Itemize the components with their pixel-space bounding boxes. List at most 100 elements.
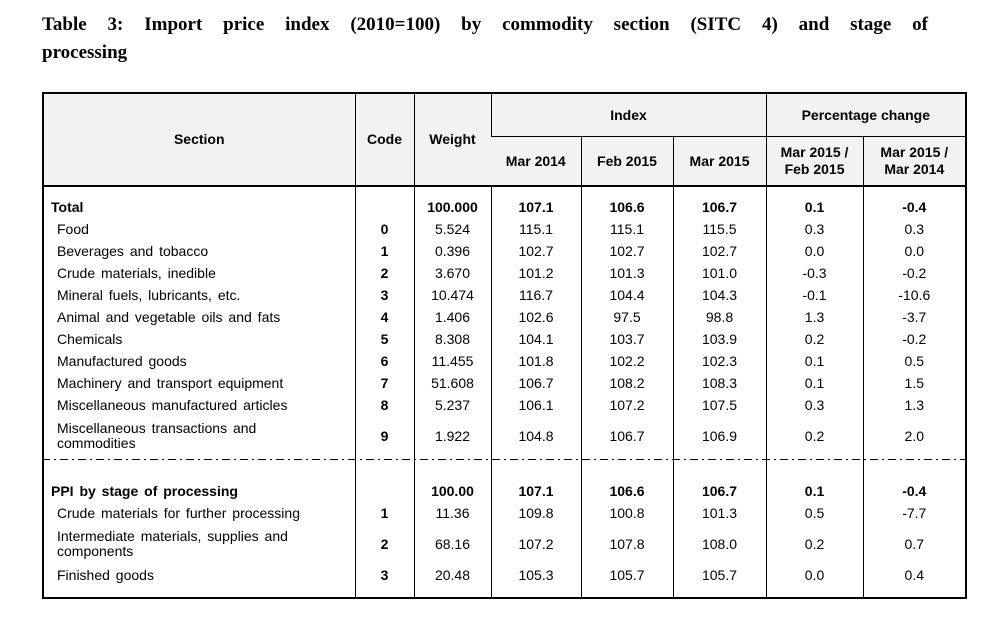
cell-mar2014: 109.8 <box>490 502 581 524</box>
header-section: Section <box>43 93 355 186</box>
spacer-cell <box>765 186 864 196</box>
table-row: PPI by stage of processing 100.00 107.1 106… <box>43 480 967 502</box>
spacer-row <box>43 456 967 464</box>
cell-mar2014: 115.1 <box>490 218 581 240</box>
spacer-cell <box>354 586 414 598</box>
cell-code: 5 <box>354 328 414 350</box>
dash-dot-section-divider <box>42 459 965 460</box>
cell-mar2014: 107.2 <box>490 524 581 564</box>
header-index-group: Index <box>490 93 767 137</box>
cell-section: Manufactured goods <box>57 352 187 369</box>
table-header: Section Code Weight Index Percentage cha… <box>43 93 967 186</box>
cell-section: Mineral fuels, lubricants, etc. <box>57 286 241 303</box>
cell-pct-mar: -0.2 <box>862 262 967 284</box>
cell-mar2014: 104.8 <box>490 416 581 456</box>
cell-mar2015: 101.3 <box>672 502 767 524</box>
table-title-line2: processing <box>42 42 128 63</box>
cell-mar2014: 106.1 <box>490 394 581 416</box>
cell-feb2015: 103.7 <box>580 328 673 350</box>
cell-mar2015: 104.3 <box>672 284 767 306</box>
cell-section: Crude materials for further processing <box>57 504 300 521</box>
cell-pct-mar: 0.5 <box>862 350 967 372</box>
cell-weight: 100.00 <box>413 480 491 502</box>
cell-code: 3 <box>354 284 414 306</box>
table-row: Finished goods 3 20.48 105.3 105.7 105.7 0.0 0.… <box>43 564 967 586</box>
header-row-groups: Section Code Weight Index Percentage cha… <box>43 93 967 186</box>
header-pct-group: Percentage change <box>765 93 967 137</box>
cell-mar2014: 107.1 <box>490 196 581 218</box>
cell-code: 2 <box>354 262 414 284</box>
cell-feb2015: 108.2 <box>580 372 673 394</box>
spacer-cell <box>765 456 864 464</box>
header-code: Code <box>354 93 414 186</box>
cell-feb2015: 101.3 <box>580 262 673 284</box>
cell-section: Machinery and transport equipment <box>57 374 284 391</box>
cell-weight: 68.16 <box>413 524 491 564</box>
spacer-cell <box>490 186 581 196</box>
cell-section: Crude materials, inedible <box>57 264 216 281</box>
cell-code: 8 <box>354 394 414 416</box>
cell-feb2015: 97.5 <box>580 306 673 328</box>
table-row: Machinery and transport equipment 7 51.608… <box>43 372 967 394</box>
cell-section: PPI by stage of processing <box>51 482 238 499</box>
cell-feb2015: 106.6 <box>580 480 673 502</box>
cell-feb2015: 105.7 <box>580 564 673 586</box>
spacer-cell <box>580 186 673 196</box>
cell-mar2014: 102.6 <box>490 306 581 328</box>
cell-weight: 3.670 <box>413 262 491 284</box>
cell-pct-feb: 0.5 <box>765 502 864 524</box>
spacer-cell <box>354 456 414 464</box>
spacer-cell <box>413 186 491 196</box>
cell-pct-mar: 1.3 <box>862 394 967 416</box>
cell-pct-mar: -0.2 <box>862 328 967 350</box>
spacer-cell <box>862 464 967 480</box>
spacer-cell <box>413 586 491 598</box>
cell-section: Intermediate materials, supplies and com… <box>57 528 288 559</box>
cell-pct-feb: -0.1 <box>765 284 864 306</box>
spacer-cell <box>672 456 767 464</box>
cell-pct-feb: 0.1 <box>765 372 864 394</box>
table-body-stage-of-processing: PPI by stage of processing 100.00 107.1 106… <box>43 464 967 598</box>
cell-section: Animal and vegetable oils and fats <box>57 308 281 325</box>
header-row-periods: Mar 2014 Feb 2015 Mar 2015 Mar 2015 / Fe… <box>43 136 967 186</box>
spacer-cell <box>672 186 767 196</box>
cell-mar2015: 108.0 <box>672 524 767 564</box>
table-row: Food 0 5.524 115.1 115.1 115.5 0.3 0.3 <box>43 218 967 240</box>
table-row: Mineral fuels, lubricants, etc. 3 10.474 11… <box>43 284 967 306</box>
cell-pct-mar: -7.7 <box>862 502 967 524</box>
cell-code: 0 <box>354 218 414 240</box>
spacer-cell <box>862 586 967 598</box>
spacer-row <box>43 186 967 196</box>
cell-feb2015: 104.4 <box>580 284 673 306</box>
table-row: Crude materials for further processing 1 1… <box>43 502 967 524</box>
spacer-cell <box>862 456 967 464</box>
header-mar-2014: Mar 2014 <box>491 136 581 186</box>
cell-feb2015: 102.2 <box>580 350 673 372</box>
cell-weight: 5.237 <box>413 394 491 416</box>
cell-pct-feb: -0.3 <box>765 262 864 284</box>
cell-pct-feb: 0.1 <box>765 480 864 502</box>
cell-code <box>354 480 414 502</box>
cell-weight: 5.524 <box>413 218 491 240</box>
cell-code: 3 <box>354 564 414 586</box>
cell-weight: 10.474 <box>413 284 491 306</box>
header-weight: Weight <box>413 93 491 186</box>
table-body-commodity-sections: Total 100.000 107.1 106.6 106.7 0.1 -0.4 Food 0 5… <box>43 186 967 464</box>
cell-mar2015: 115.5 <box>672 218 767 240</box>
table-row: Animal and vegetable oils and fats 4 1.406… <box>43 306 967 328</box>
cell-code: 6 <box>354 350 414 372</box>
spacer-cell <box>672 464 767 480</box>
spacer-cell <box>43 186 355 196</box>
cell-feb2015: 100.8 <box>580 502 673 524</box>
table-title: Table 3: Import price index (2010=100) b… <box>42 11 928 67</box>
spacer-cell <box>413 456 491 464</box>
cell-mar2014: 104.1 <box>490 328 581 350</box>
cell-pct-feb: 0.3 <box>765 394 864 416</box>
header-mar-2015: Mar 2015 <box>672 136 767 186</box>
cell-feb2015: 106.6 <box>580 196 673 218</box>
spacer-row <box>43 586 967 598</box>
cell-pct-feb: 0.1 <box>765 350 864 372</box>
header-pct-mar15-feb15: Mar 2015 / Feb 2015 <box>765 136 864 186</box>
spacer-cell <box>490 456 581 464</box>
